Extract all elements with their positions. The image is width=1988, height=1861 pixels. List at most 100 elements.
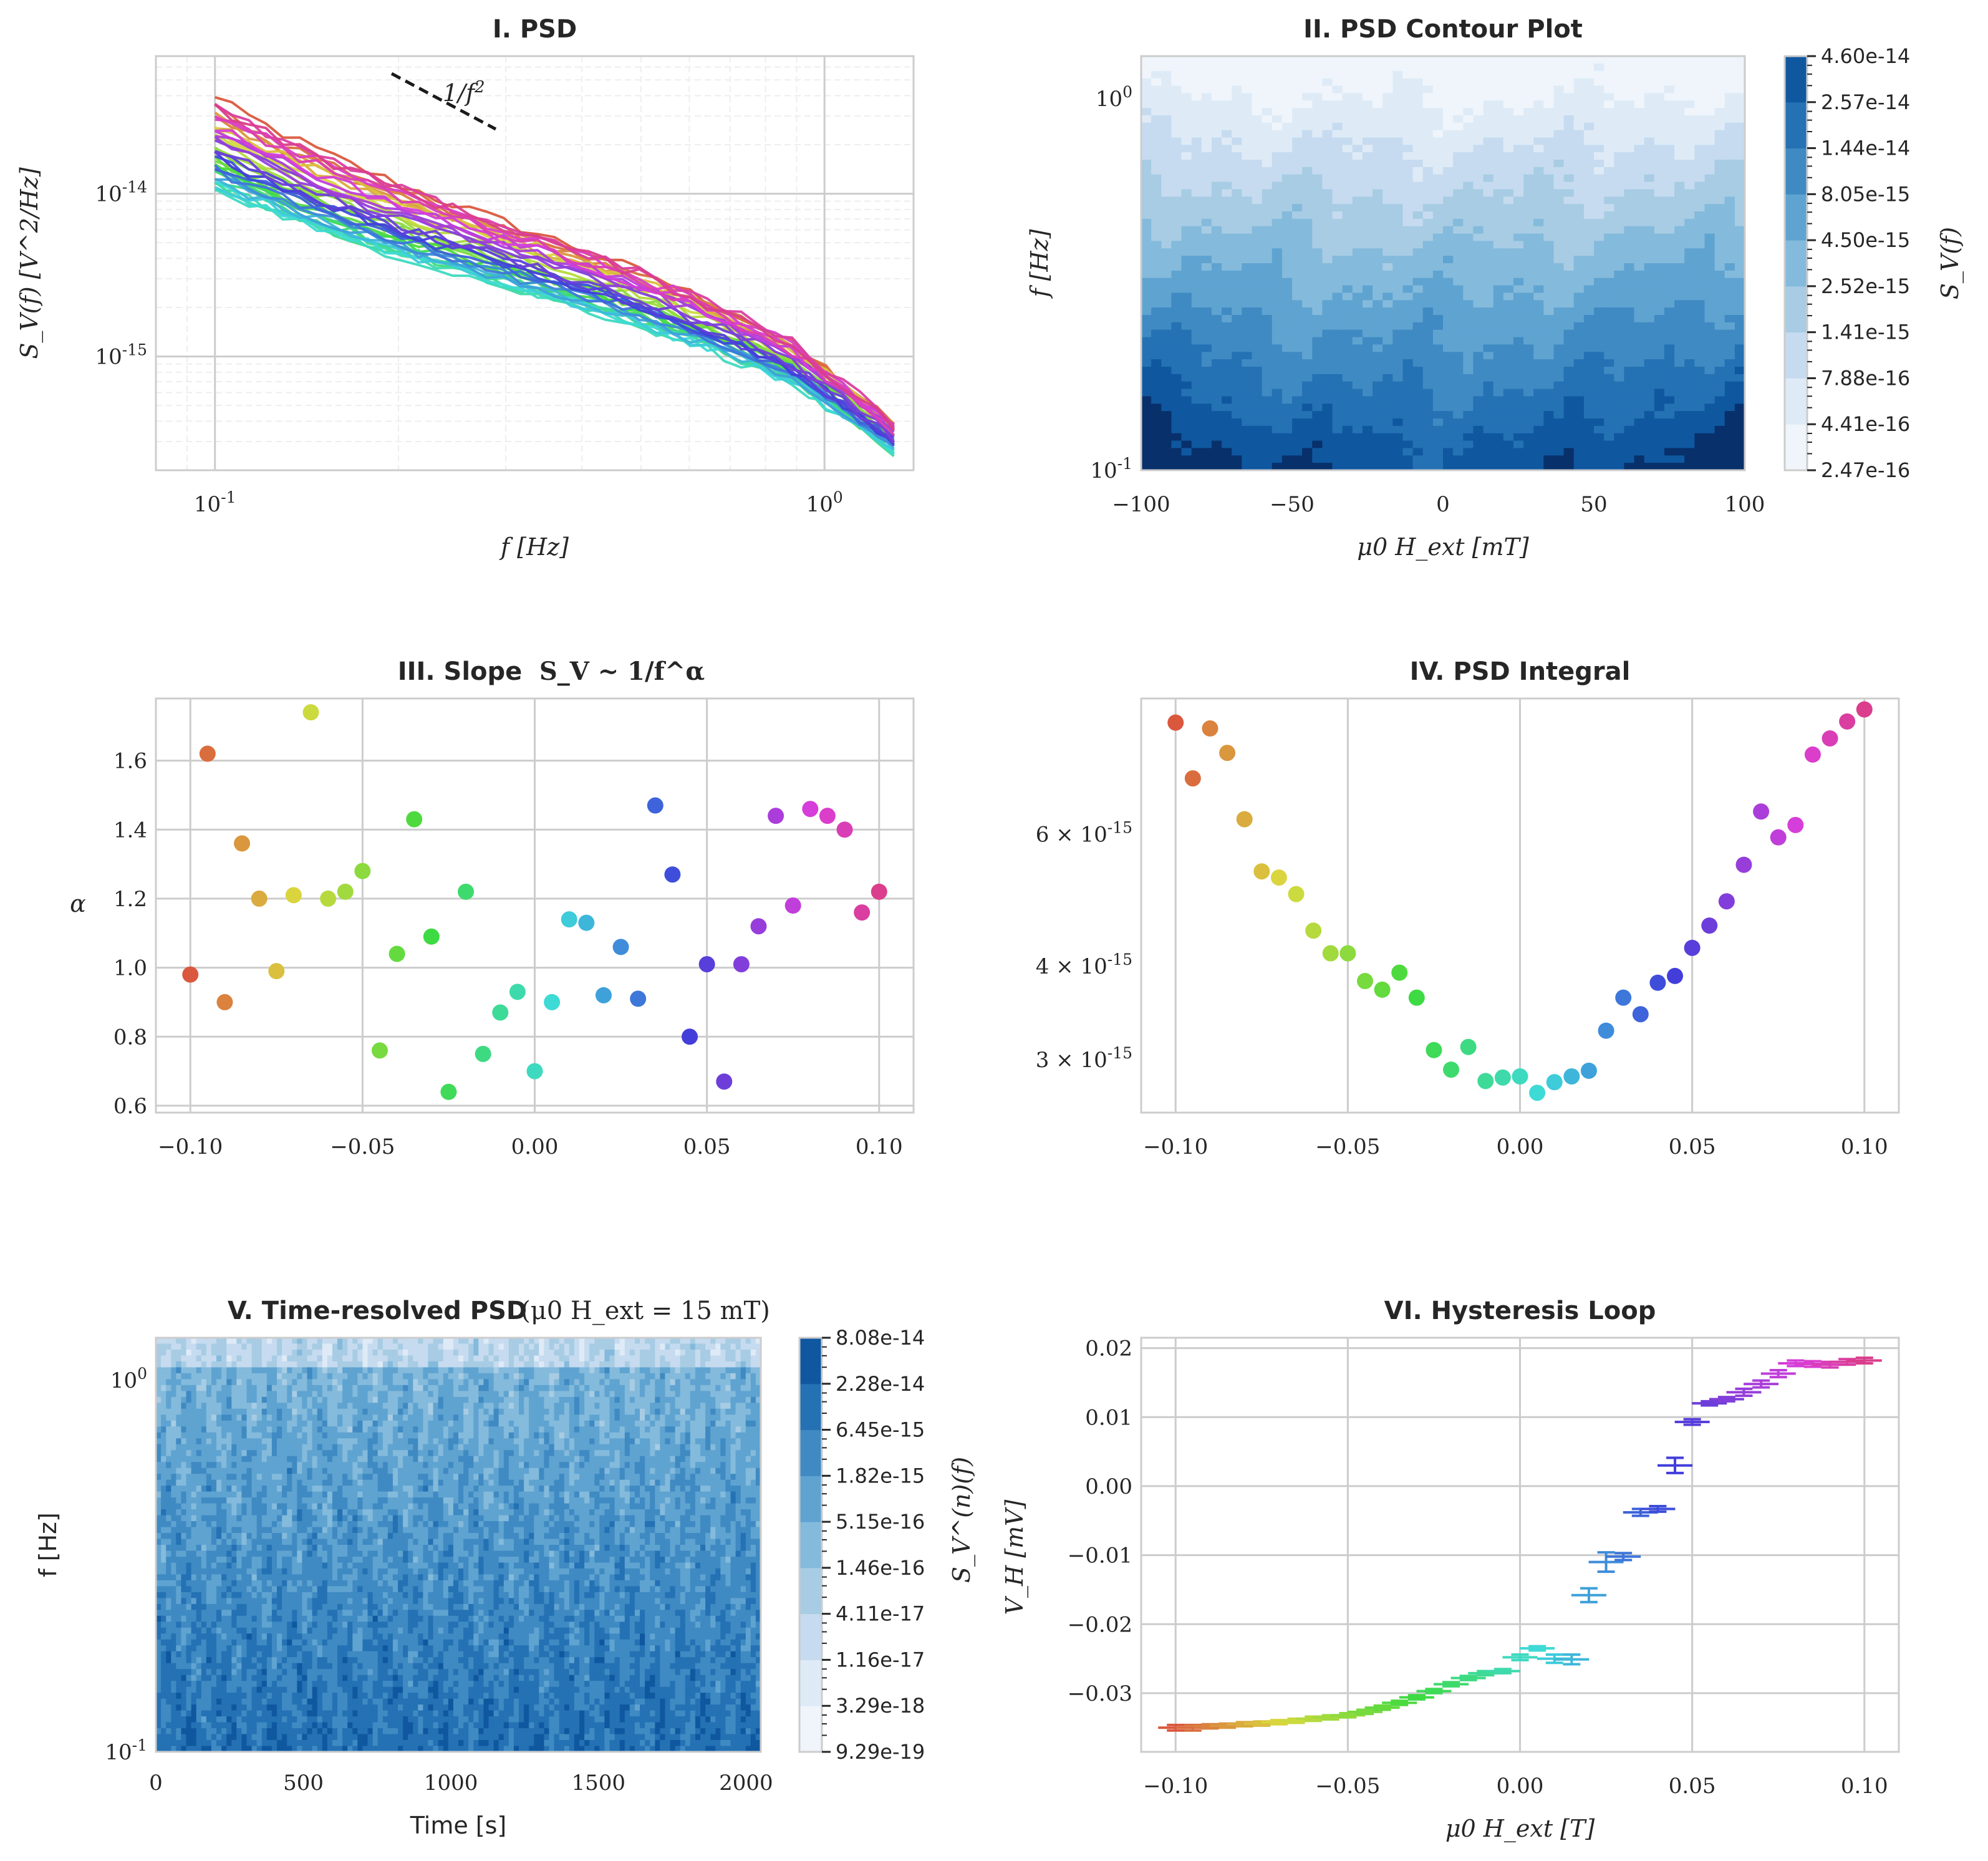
heat-cell [1292,411,1303,419]
heat-cell [1734,367,1745,375]
heat-cell [1714,145,1725,153]
heat-cell [634,1403,640,1409]
heat-cell [1332,359,1343,367]
heat-cell [685,1408,691,1416]
heat-cell [1724,130,1735,138]
heat-cell [1503,292,1514,301]
heat-cell [1312,160,1323,168]
heat-cell [1141,85,1152,94]
heat-cell [1513,433,1524,442]
heat-cell [1664,160,1675,168]
heat-cell [1604,233,1614,242]
heat-cell [1463,425,1474,434]
heat-cell [1402,455,1414,463]
heat-cell [1614,174,1625,183]
heat-cell [1191,218,1202,227]
heat-cell [680,1355,686,1362]
heat-cell [1694,93,1706,101]
heat-cell [428,1403,434,1409]
heat-cell [1604,396,1614,405]
heat-cell [1382,63,1394,72]
heat-cell [1271,145,1283,153]
heat-cell [367,1414,374,1421]
heat-cell [1513,100,1524,109]
heat-cell [685,1403,691,1409]
heat-cell [660,1385,666,1392]
heat-cell [619,1361,625,1368]
heat-cell [1664,359,1675,367]
heat-cell [1141,93,1152,101]
heat-cell [720,1338,726,1345]
heat-cell [745,1350,751,1356]
heat-cell [1151,204,1162,212]
heat-cell [201,1361,207,1368]
heat-cell [1422,78,1434,87]
heat-cell [1312,137,1323,146]
heat-cell [1322,263,1333,271]
heat-cell [730,1361,736,1368]
heat-cell [1543,63,1555,72]
heat-cell [251,1373,258,1380]
heat-cell [1342,411,1353,419]
heat-cell [398,1408,403,1416]
heat-cell [382,1350,388,1356]
heat-cell [1463,411,1474,419]
heat-cell [640,1367,645,1374]
heat-cell [1242,241,1253,249]
heat-cell [1714,367,1725,375]
heat-cell [1382,322,1394,331]
heat-cell [271,1403,277,1409]
heat-cell [1402,108,1414,116]
heat-cell [1694,130,1706,138]
heat-cell [665,1343,671,1350]
heat-cell [1453,196,1464,205]
heat-cell [1292,218,1303,227]
heat-cell [478,1338,485,1345]
heat-cell [1553,300,1565,308]
heat-cell [1373,263,1383,271]
heat-cell [382,1385,388,1392]
heat-cell [231,1373,238,1380]
heat-cell [1583,256,1595,264]
heat-cell [1724,211,1735,220]
heat-cell [584,1385,590,1392]
heat-cell [1664,418,1675,427]
heat-cell [1332,174,1343,183]
heat-cell [1312,108,1323,116]
heat-cell [1161,270,1172,279]
heat-cell [1493,70,1504,79]
heat-cell [1614,211,1625,220]
heat-cell [1594,93,1604,101]
heat-cell [1594,433,1604,442]
heat-cell [1412,425,1424,434]
heat-cell [1312,292,1323,301]
heat-cell [569,1350,575,1356]
heat-cell [1694,181,1706,190]
heat-cell [675,1350,681,1356]
heat-cell [226,1396,233,1404]
heat-cell [332,1350,338,1356]
heat-cell [261,1403,268,1409]
heat-cell [403,1403,408,1409]
heat-cell [1654,167,1665,175]
heat-cell [1171,70,1182,79]
heat-cell [1674,300,1685,308]
heat-cell [1312,218,1323,227]
heat-cell [1694,344,1706,353]
heat-cell [1644,381,1655,390]
heat-cell [1523,404,1534,412]
heat-cell [1533,256,1545,264]
heat-cell [1352,337,1363,346]
heat-cell [1312,367,1323,375]
heat-cell [1292,352,1303,360]
heat-cell [206,1343,212,1350]
heat-cell [1734,337,1745,346]
heat-cell [1412,389,1424,397]
heat-cell [1211,463,1222,470]
heat-cell [1232,189,1243,198]
heat-cell [332,1385,338,1392]
heat-cell [1734,404,1745,412]
heat-cell [1573,152,1585,160]
colorbar-segment [1785,378,1807,425]
heat-cell [1373,63,1383,72]
